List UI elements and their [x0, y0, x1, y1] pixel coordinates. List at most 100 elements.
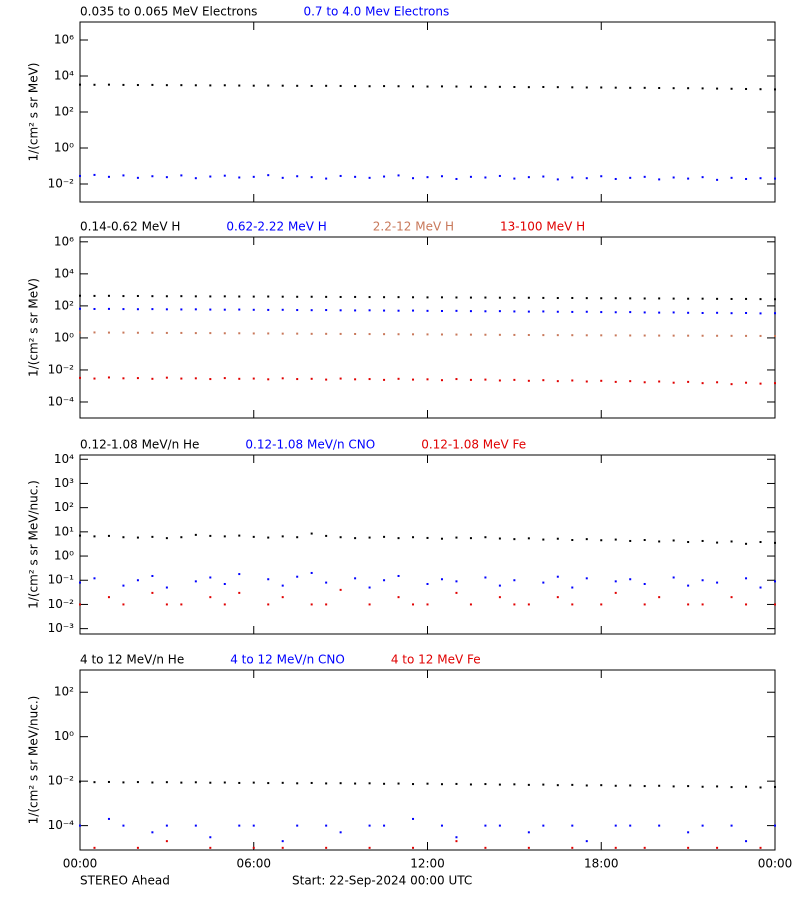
- data-point: [93, 577, 96, 580]
- data-point: [281, 840, 284, 843]
- data-point: [455, 177, 458, 180]
- data-point: [151, 331, 154, 334]
- data-point: [93, 535, 96, 538]
- data-point: [716, 581, 719, 584]
- data-point: [93, 83, 96, 86]
- data-point: [325, 581, 328, 584]
- data-point: [310, 309, 313, 312]
- data-point: [122, 584, 125, 587]
- data-point: [629, 784, 632, 787]
- data-point: [527, 603, 530, 606]
- data-point: [383, 378, 386, 381]
- data-point: [585, 297, 588, 300]
- data-point: [658, 311, 661, 314]
- data-point: [325, 824, 328, 827]
- data-point: [513, 85, 516, 88]
- data-point: [107, 817, 110, 820]
- data-point: [455, 378, 458, 381]
- data-point: [469, 378, 472, 381]
- y-tick-label: 10⁻²: [48, 362, 75, 376]
- data-point: [397, 782, 400, 785]
- data-point: [122, 603, 125, 606]
- data-point: [498, 783, 501, 786]
- data-point: [527, 86, 530, 89]
- data-point: [412, 603, 415, 606]
- data-point: [180, 781, 183, 784]
- legend-entry: 0.12-1.08 MeV/n He: [80, 438, 199, 452]
- data-point: [455, 580, 458, 583]
- data-point: [498, 824, 501, 827]
- data-point: [614, 846, 617, 849]
- data-point: [223, 603, 226, 606]
- data-point: [209, 84, 212, 87]
- data-point: [296, 782, 299, 785]
- y-tick-label: 10⁻²: [48, 177, 75, 191]
- data-point: [354, 309, 357, 312]
- data-point: [745, 840, 748, 843]
- data-point: [426, 309, 429, 312]
- y-axis-label: 1/(cm² s sr MeV/nuc.): [27, 696, 41, 825]
- data-point: [687, 831, 690, 834]
- data-point: [151, 831, 154, 834]
- data-point: [672, 297, 675, 300]
- data-point: [107, 780, 110, 783]
- data-point: [252, 846, 255, 849]
- data-point: [469, 537, 472, 540]
- data-point: [252, 535, 255, 538]
- data-point: [426, 333, 429, 336]
- data-point: [194, 332, 197, 335]
- data-point: [223, 377, 226, 380]
- y-tick-label: 10³: [54, 476, 74, 490]
- data-point: [223, 781, 226, 784]
- data-point: [107, 83, 110, 86]
- footer-left: STEREO Ahead: [80, 874, 170, 888]
- data-point: [469, 296, 472, 299]
- data-point: [368, 824, 371, 827]
- data-point: [455, 333, 458, 336]
- data-point: [614, 580, 617, 583]
- data-point: [658, 596, 661, 599]
- data-point: [368, 296, 371, 299]
- data-point: [165, 84, 168, 87]
- data-point: [412, 536, 415, 539]
- y-axis-label: 1/(cm² s sr MeV/nuc.): [27, 480, 41, 609]
- data-point: [412, 846, 415, 849]
- data-point: [759, 786, 762, 789]
- data-point: [310, 176, 313, 179]
- data-point: [455, 309, 458, 312]
- data-point: [79, 780, 81, 783]
- data-point: [223, 84, 226, 87]
- data-point: [658, 380, 661, 383]
- data-point: [354, 782, 357, 785]
- data-point: [469, 783, 472, 786]
- data-point: [107, 534, 110, 537]
- data-point: [498, 174, 501, 177]
- data-point: [571, 296, 574, 299]
- data-point: [79, 376, 81, 379]
- data-point: [774, 382, 776, 385]
- data-point: [513, 579, 516, 582]
- data-point: [484, 85, 487, 88]
- data-point: [412, 817, 415, 820]
- data-point: [455, 591, 458, 594]
- data-point: [165, 840, 168, 843]
- data-point: [107, 294, 110, 297]
- data-point: [716, 297, 719, 300]
- data-point: [426, 782, 429, 785]
- data-point: [614, 334, 617, 337]
- data-point: [527, 537, 530, 540]
- data-point: [759, 586, 762, 589]
- data-point: [455, 782, 458, 785]
- data-point: [79, 174, 81, 177]
- data-point: [354, 537, 357, 540]
- data-point: [267, 782, 270, 785]
- data-point: [238, 573, 241, 576]
- data-point: [151, 591, 154, 594]
- data-point: [440, 85, 443, 88]
- data-point: [542, 334, 545, 337]
- data-point: [571, 846, 574, 849]
- data-point: [629, 297, 632, 300]
- data-point: [339, 332, 342, 335]
- data-point: [513, 177, 516, 180]
